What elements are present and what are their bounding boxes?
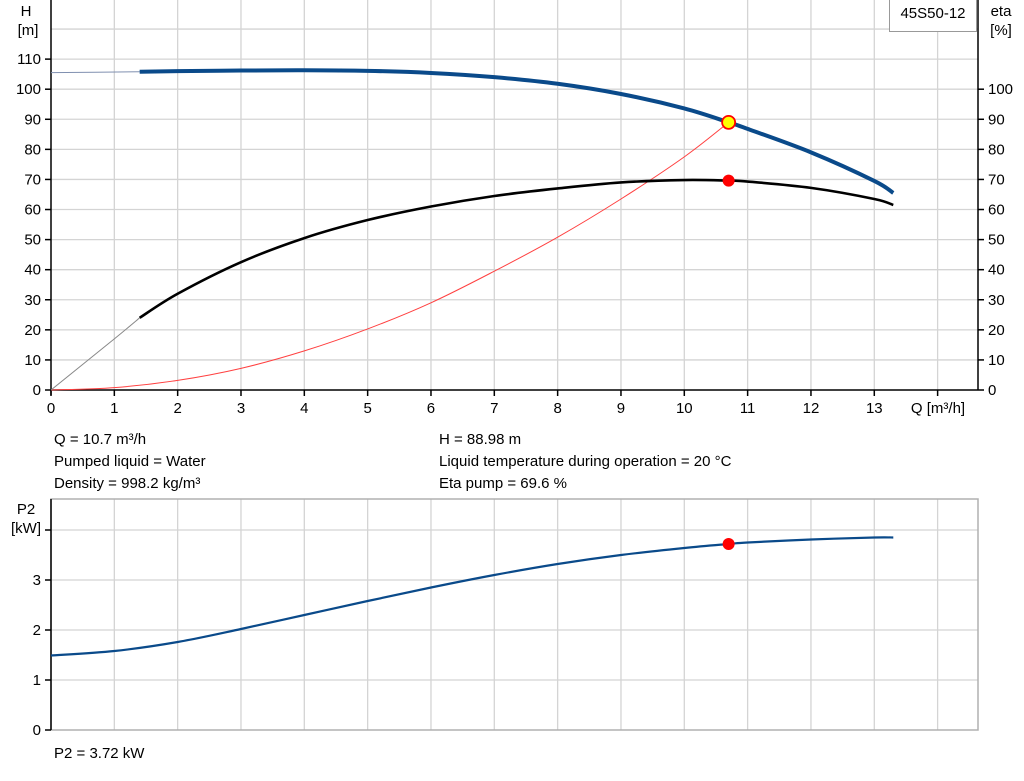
y-tick-right: 50 <box>988 232 1005 249</box>
head-value: H = 88.98 m <box>439 431 522 448</box>
x-tick: 6 <box>427 400 435 417</box>
p2-result: P2 = 3.72 kW <box>54 745 145 762</box>
eta-pump-value: Eta pump = 69.6 % <box>439 475 567 492</box>
y-tick-right: 90 <box>988 111 1005 128</box>
duty-point-power-marker <box>722 538 735 550</box>
y-axis-title-left: H <box>21 3 32 20</box>
y-tick-right: 60 <box>988 202 1005 219</box>
system-curve <box>50 121 729 391</box>
y-tick-right: 30 <box>988 292 1005 309</box>
flow-value: Q = 10.7 m³/h <box>54 431 147 448</box>
duty-point-eta-marker <box>722 174 735 187</box>
p2-y-tick: 1 <box>33 672 41 689</box>
x-tick: 9 <box>617 400 625 417</box>
x-tick: 12 <box>803 400 820 417</box>
pumped-liquid: Pumped liquid = Water <box>54 453 206 470</box>
y-tick-left: 110 <box>17 51 41 68</box>
power-curve <box>50 536 894 657</box>
y-tick-left: 70 <box>24 171 41 188</box>
y-tick-left: 50 <box>24 232 41 249</box>
p2-y-tick: 0 <box>33 722 41 739</box>
y-tick-right: 0 <box>988 382 996 399</box>
x-tick: 1 <box>110 400 118 417</box>
y-tick-right: 100 <box>988 81 1013 98</box>
duty-point-head-marker <box>721 114 737 130</box>
x-tick: 3 <box>237 400 245 417</box>
eta-curve <box>138 178 894 319</box>
liquid-temperature: Liquid temperature during operation = 20… <box>439 453 732 470</box>
y-tick-left: 80 <box>24 141 41 158</box>
y-axis-unit-left: [m] <box>18 22 39 39</box>
x-tick: 11 <box>740 400 756 417</box>
y-tick-right: 40 <box>988 262 1005 279</box>
x-tick: 4 <box>300 400 308 417</box>
x-axis-title: Q [m³/h] <box>911 400 965 417</box>
y-tick-left: 100 <box>16 81 41 98</box>
y-tick-right: 80 <box>988 141 1005 158</box>
x-tick: 13 <box>866 400 883 417</box>
y-axis-title-right: eta <box>991 3 1013 20</box>
x-tick: 5 <box>363 400 371 417</box>
y-tick-left: 20 <box>24 322 41 339</box>
info-left: Q = 10.7 m³/h Pumped liquid = Water Dens… <box>54 429 206 495</box>
y-tick-left: 90 <box>24 111 41 128</box>
y-tick-left: 0 <box>33 382 41 399</box>
y-axis-unit-right: [%] <box>990 22 1012 39</box>
x-tick: 7 <box>490 400 498 417</box>
model-label: 45S50-12 <box>889 0 977 32</box>
p2-y-tick: 3 <box>33 572 41 589</box>
x-tick: 10 <box>676 400 693 417</box>
y-tick-right: 70 <box>988 171 1005 188</box>
density-value: Density = 998.2 kg/m³ <box>54 475 201 492</box>
head-curve-extension <box>50 71 140 74</box>
info-right: H = 88.98 m Liquid temperature during op… <box>439 429 731 495</box>
x-tick: 8 <box>553 400 561 417</box>
y-tick-right: 10 <box>988 352 1005 369</box>
y-tick-left: 40 <box>24 262 41 279</box>
p2-axis-unit: [kW] <box>11 520 41 537</box>
head-curve <box>139 68 895 195</box>
eta-curve-extension <box>50 317 140 391</box>
p2-y-tick: 2 <box>33 622 41 639</box>
p2-axis-title: P2 <box>17 501 35 518</box>
x-tick: 2 <box>173 400 181 417</box>
y-tick-left: 10 <box>24 352 41 369</box>
x-tick: 0 <box>47 400 55 417</box>
y-tick-left: 60 <box>24 202 41 219</box>
y-tick-left: 30 <box>24 292 41 309</box>
y-tick-right: 20 <box>988 322 1005 339</box>
